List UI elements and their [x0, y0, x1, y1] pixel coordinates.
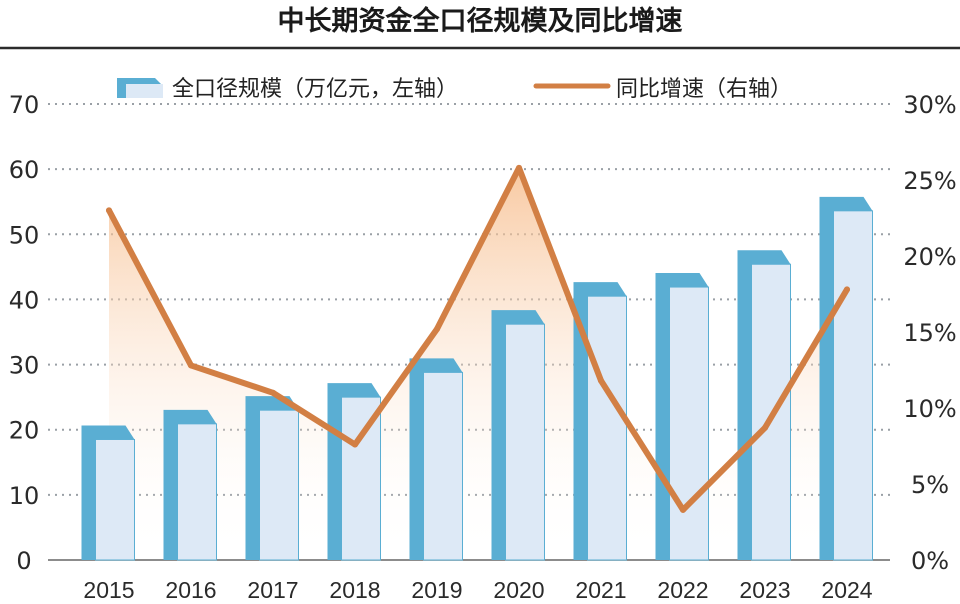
legend-bar-swatch [117, 78, 163, 98]
left-axis-tick: 0 [16, 547, 31, 575]
x-axis-tick: 2019 [411, 577, 462, 603]
growth-line [106, 164, 850, 513]
line-point [270, 389, 276, 396]
bar-front [587, 295, 627, 561]
bar [163, 409, 217, 561]
x-axis-tick: 2018 [329, 577, 380, 603]
line-point [844, 286, 850, 293]
line-point [680, 506, 686, 513]
bar-front [177, 423, 217, 561]
right-axis-tick: 30% [903, 91, 956, 119]
bar-shade [81, 425, 135, 560]
right-axis-tick: 15% [903, 319, 956, 347]
chart-title: 中长期资金全口径规模及同比增速 [278, 5, 683, 37]
bar-shade [737, 250, 791, 560]
left-axis: 0 10 20 30 40 50 60 70 [9, 91, 40, 575]
right-axis-tick: 10% [903, 395, 956, 423]
bar-shade [409, 358, 463, 560]
line-point [434, 325, 440, 332]
right-axis-tick: 5% [911, 471, 949, 499]
right-axis-tick: 25% [903, 167, 956, 195]
line-point [188, 362, 194, 369]
right-axis-tick: 20% [903, 243, 956, 271]
left-axis-tick: 40 [9, 286, 40, 314]
left-axis-tick: 30 [9, 352, 40, 380]
line-point [106, 207, 112, 214]
x-axis-tick: 2020 [493, 577, 544, 603]
x-axis-tick: 2016 [165, 577, 216, 603]
bar-front [833, 210, 873, 561]
bar-front [505, 323, 545, 561]
left-axis-tick: 50 [9, 221, 40, 249]
bar [819, 196, 873, 561]
legend-bar-label: 全口径规模（万亿元，左轴） [172, 77, 458, 102]
bars [81, 196, 873, 561]
bar [81, 425, 135, 561]
bar-front [341, 396, 381, 561]
growth-area-fill [109, 167, 847, 560]
bar [737, 250, 791, 561]
bar-shade [819, 196, 873, 560]
bar-shade [245, 396, 299, 560]
bar [327, 383, 381, 561]
line-point [352, 441, 358, 448]
x-axis-tick: 2024 [821, 577, 872, 603]
left-axis-tick: 70 [9, 91, 40, 119]
right-axis: 0% 5% 10% 15% 20% 25% 30% [903, 91, 956, 575]
bar [245, 396, 299, 561]
x-axis-tick: 2022 [657, 577, 708, 603]
left-axis-tick: 10 [9, 482, 40, 510]
right-axis-tick: 0% [911, 547, 949, 575]
legend: 全口径规模（万亿元，左轴） 同比增速（右轴） [117, 77, 792, 102]
bar-front [259, 409, 299, 561]
bar-shade [327, 383, 381, 560]
x-axis: 2015 2016 2017 2018 2019 2020 2021 2022 2023 2024 [83, 577, 872, 603]
bar-shade [163, 409, 217, 560]
bar-front [95, 438, 135, 561]
bar-front [423, 371, 463, 561]
bar-shade [491, 310, 545, 560]
x-axis-tick: 2023 [739, 577, 790, 603]
line-point [598, 377, 604, 384]
left-axis-tick: 60 [9, 156, 40, 184]
bar [655, 273, 709, 561]
line-point [516, 164, 522, 171]
bar-front [669, 286, 709, 561]
x-axis-tick: 2021 [575, 577, 626, 603]
bar [409, 358, 463, 561]
line-points [106, 164, 850, 513]
bar [491, 310, 545, 561]
x-axis-tick: 2015 [83, 577, 134, 603]
x-axis-tick: 2017 [247, 577, 298, 603]
line-point [762, 424, 768, 431]
left-axis-tick: 20 [9, 417, 40, 445]
legend-line-label: 同比增速（右轴） [616, 77, 792, 102]
